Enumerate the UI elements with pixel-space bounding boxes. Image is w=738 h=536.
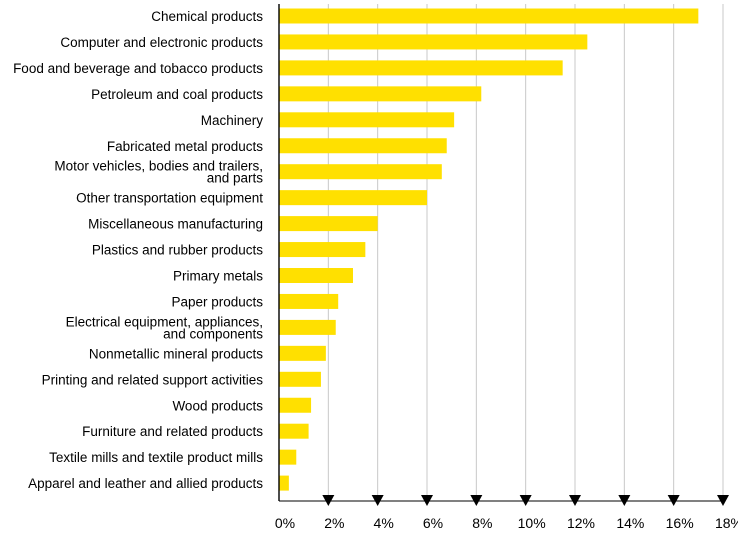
- x-tick-label-4: 4%: [374, 515, 394, 531]
- x-tick-label-12: 12%: [567, 515, 595, 531]
- category-label-18: Apparel and leather and allied products: [28, 476, 263, 491]
- bars: [279, 8, 699, 491]
- x-tick-label-18: 18%: [715, 515, 738, 531]
- x-tick-label-10: 10%: [518, 515, 546, 531]
- x-tick-marker-14: [618, 495, 631, 506]
- x-tick-label-14: 14%: [616, 515, 644, 531]
- x-tick-marker-8: [470, 495, 483, 506]
- category-label-5: Fabricated metal products: [107, 139, 263, 154]
- x-axis-tick-labels: 0% 2% 4% 6% 8% 10% 12% 14% 16% 18%: [275, 515, 738, 531]
- category-label-16: Furniture and related products: [82, 424, 263, 439]
- bar-11: [279, 293, 339, 309]
- x-tick-label-8: 8%: [472, 515, 492, 531]
- gridlines: [327, 4, 724, 501]
- category-label-2: Food and beverage and tobacco products: [13, 61, 263, 76]
- category-label-15: Wood products: [172, 398, 263, 413]
- category-label-4: Machinery: [201, 113, 264, 128]
- category-label-6: Motor vehicles, bodies and trailers, and …: [54, 159, 263, 186]
- category-label-6-line-0: Motor vehicles, bodies and trailers,: [54, 159, 263, 174]
- category-label-17: Textile mills and textile product mills: [49, 450, 263, 465]
- bar-14: [279, 371, 321, 387]
- category-label-12: Electrical equipment, appliances, and com…: [66, 314, 264, 341]
- bar-10: [279, 268, 353, 283]
- bar-12: [279, 319, 336, 335]
- bar-5: [279, 138, 447, 154]
- category-label-14: Printing and related support activities: [42, 372, 264, 387]
- bar-18: [279, 475, 289, 491]
- x-tick-label-2: 2%: [324, 515, 344, 531]
- bar-16: [279, 423, 309, 439]
- x-tick-marker-16: [667, 495, 680, 506]
- category-label-9: Plastics and rubber products: [92, 243, 263, 258]
- category-label-0: Chemical products: [151, 9, 263, 24]
- category-label-6-line-1: and parts: [207, 171, 264, 186]
- x-tick-label-16: 16%: [666, 515, 694, 531]
- x-tick-marker-12: [569, 495, 581, 506]
- bar-0: [279, 8, 699, 24]
- category-labels: Chemical products Computer and electronic…: [13, 9, 263, 491]
- category-label-10: Primary metals: [173, 269, 263, 284]
- axes: [278, 4, 729, 506]
- bar-2: [279, 60, 563, 76]
- x-tick-marker-18: [717, 495, 729, 506]
- bar-15: [279, 397, 312, 413]
- bar-3: [279, 86, 482, 102]
- bar-6: [279, 164, 442, 180]
- x-tick-marker-4: [371, 495, 384, 506]
- bar-8: [279, 216, 378, 232]
- category-label-7: Other transportation equipment: [76, 191, 263, 206]
- category-label-11: Paper products: [171, 294, 263, 309]
- x-tick-marker-2: [322, 495, 335, 506]
- category-label-12-line-1: and components: [163, 326, 263, 341]
- category-label-12-line-0: Electrical equipment, appliances,: [66, 314, 263, 329]
- bar-7: [279, 190, 427, 206]
- bar-13: [279, 345, 326, 361]
- bar-1: [279, 34, 588, 50]
- category-label-1: Computer and electronic products: [60, 35, 263, 50]
- x-tick-label-0: 0%: [275, 515, 295, 531]
- category-label-13: Nonmetallic mineral products: [89, 346, 263, 361]
- x-tick-label-6: 6%: [423, 515, 443, 531]
- bar-9: [279, 242, 366, 258]
- bar-17: [279, 449, 297, 465]
- category-label-3: Petroleum and coal products: [91, 87, 263, 102]
- x-tick-marker-10: [519, 495, 532, 506]
- category-label-8: Miscellaneous manufacturing: [88, 217, 263, 232]
- x-tick-marker-6: [421, 495, 433, 506]
- bar-4: [279, 112, 455, 128]
